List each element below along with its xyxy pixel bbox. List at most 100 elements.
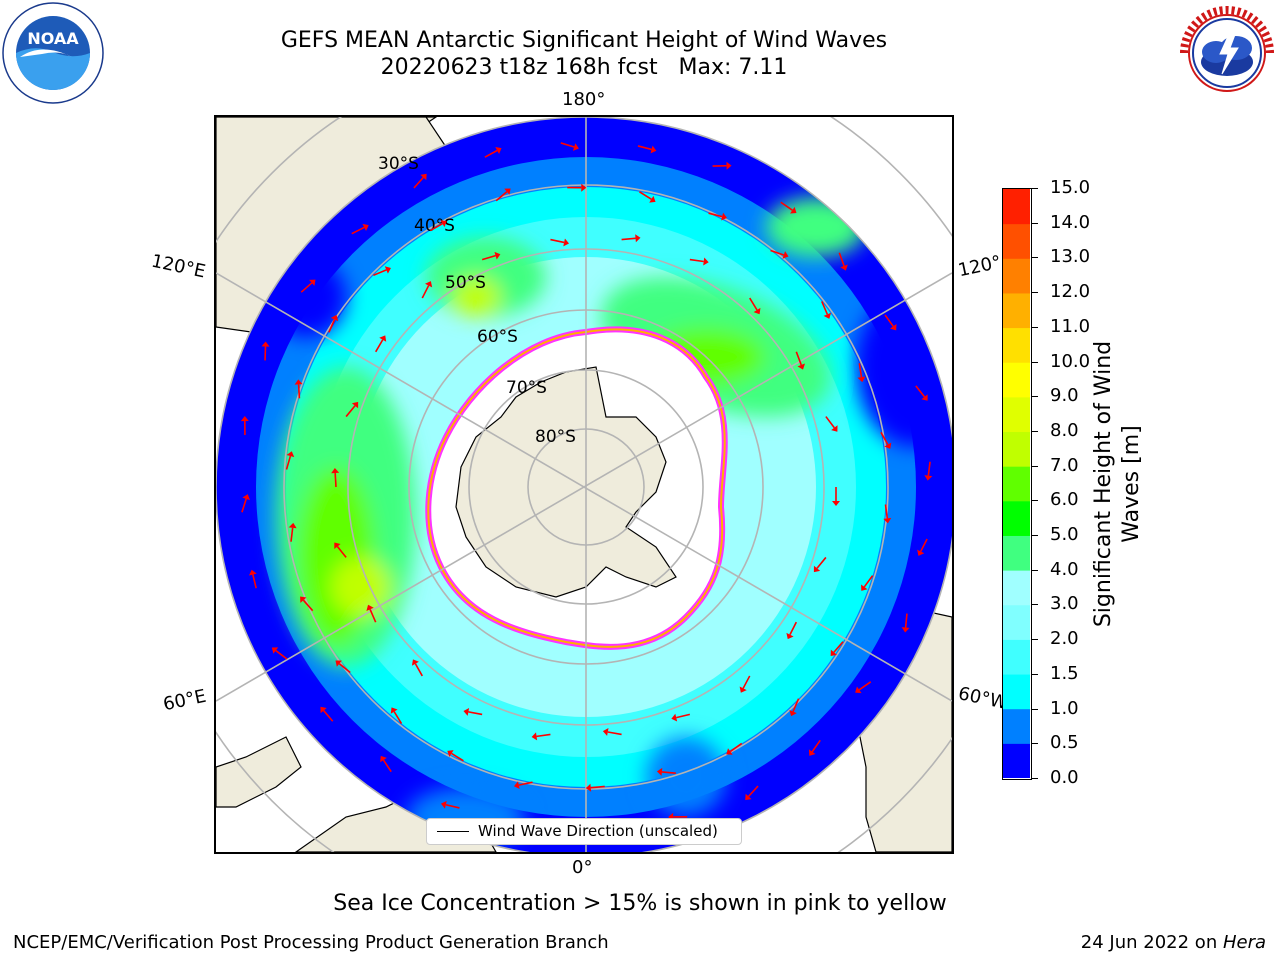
wave-arrow-shaft <box>863 575 874 588</box>
colorbar-tick-label: 9.0 <box>1050 385 1079 407</box>
lon-label-120w: 120° <box>956 251 1004 282</box>
wave-arrow-head <box>240 416 249 422</box>
wave-arrow-shaft <box>550 238 565 244</box>
wave-arrow-head <box>271 647 279 654</box>
wave-arrow-head <box>288 522 297 529</box>
lat-label-80s: 80°S <box>535 427 576 447</box>
wave-arrow-head <box>334 542 341 549</box>
wave-arrow-shaft <box>275 649 288 660</box>
wave-arrow-shaft <box>536 733 551 738</box>
wave-arrow-head <box>380 755 387 763</box>
wave-arrow-shaft <box>468 711 483 716</box>
wave-arrow-head <box>739 686 747 693</box>
legend-label: Wind Wave Direction (unscaled) <box>478 822 718 840</box>
wave-arrow-head <box>463 707 470 716</box>
wave-arrow-head <box>440 220 447 228</box>
wave-arrow-shaft <box>302 599 314 612</box>
wave-arrow-head <box>840 264 848 271</box>
lon-label-60e: 60°E <box>161 685 208 716</box>
wave-arrow-head <box>309 279 316 286</box>
wave-arrow-shaft <box>770 249 785 256</box>
colorbar-segment <box>1003 743 1030 779</box>
wave-arrow-shaft <box>334 472 337 488</box>
colorbar-segment <box>1003 223 1030 259</box>
colorbar-tick-label: 8.0 <box>1050 419 1079 441</box>
wave-arrow-shaft <box>884 504 889 519</box>
wave-arrow-head <box>635 234 641 243</box>
colorbar-segment <box>1003 431 1030 467</box>
wave-arrow-shaft <box>789 621 798 636</box>
wave-arrow-shaft <box>373 269 387 277</box>
chart-subtitle: 20220623 t18z 168h fcst Max: 7.11 <box>380 55 788 80</box>
polar-map: 30°S 40°S 50°S 60°S 70°S 80°S <box>216 117 952 852</box>
wave-arrow-shaft <box>338 663 351 674</box>
lat-label-40s: 40°S <box>414 216 455 236</box>
wave-arrow-shaft <box>374 339 384 353</box>
wave-arrow-head <box>789 710 797 717</box>
colorbar-gradient <box>1003 189 1030 779</box>
wave-arrow-shaft <box>838 252 845 267</box>
wave-arrow-head <box>294 379 303 385</box>
wave-arrow-shaft <box>590 785 605 789</box>
wave-arrow-shaft <box>252 574 257 589</box>
wave-arrow-shaft <box>484 149 498 158</box>
wave-arrow-head <box>786 632 794 640</box>
lat-label-50s: 50°S <box>445 273 486 293</box>
wave-arrow-shaft <box>676 713 691 719</box>
wave-arrow-shaft <box>345 405 356 418</box>
wave-arrow-head <box>726 748 733 755</box>
wave-arrow-shaft <box>833 641 844 653</box>
wave-arrow-head <box>440 800 447 809</box>
wave-arrow-shaft <box>795 351 802 366</box>
colorbar-tick-mark <box>1032 257 1038 259</box>
colorbar-tick-mark <box>1032 639 1038 641</box>
colorbar-segment <box>1003 396 1030 433</box>
colorbar-tick-mark <box>1032 188 1038 189</box>
colorbar-tick-mark <box>1032 222 1038 224</box>
wave-arrow-head <box>425 281 433 288</box>
wave-arrow-head <box>531 732 538 741</box>
wave-arrow-head <box>331 468 340 474</box>
colorbar-tick-label: 1.5 <box>1050 662 1079 684</box>
colorbar-segment <box>1003 189 1030 225</box>
wave-arrow-head <box>808 749 816 756</box>
colorbar-tick-label: 1.0 <box>1050 697 1079 719</box>
wave-arrow-head <box>563 238 570 247</box>
wave-arrow-shaft <box>300 282 313 293</box>
chart-title: GEFS MEAN Antarctic Significant Height o… <box>280 28 888 53</box>
lon-label-120e: 120°E <box>149 250 208 283</box>
wave-arrow-shaft <box>421 285 430 299</box>
wave-arrow-head <box>832 501 840 506</box>
wave-arrow-head <box>703 257 709 266</box>
wave-arrow-head <box>656 767 663 776</box>
colorbar-tick-mark <box>1032 292 1038 294</box>
wave-arrow-head <box>861 584 868 591</box>
wave-arrow-head <box>921 394 928 401</box>
wave-arrow-head <box>585 783 592 792</box>
colorbar-tick-mark <box>1032 535 1038 537</box>
colorbar-tick-label: 12.0 <box>1050 281 1091 303</box>
colorbar-segment <box>1003 258 1030 294</box>
lat-label-60s: 60°S <box>477 327 518 347</box>
wave-arrow-shaft <box>607 731 622 736</box>
wave-arrow-shaft <box>780 201 793 211</box>
wave-arrow-shaft <box>637 145 652 151</box>
wave-arrow-shaft <box>481 254 496 261</box>
wave-arrow-head <box>884 442 892 449</box>
wave-arrow-shaft <box>560 142 575 148</box>
wave-arrow-head <box>581 183 587 192</box>
colorbar <box>1002 188 1032 780</box>
wave-arrow-shaft <box>825 416 835 429</box>
wave-arrow-shaft <box>621 237 636 241</box>
wave-arrow-head <box>924 475 933 481</box>
graticule <box>216 117 952 852</box>
lat-label-70s: 70°S <box>506 378 547 398</box>
colorbar-tick-mark <box>1032 569 1038 571</box>
wave-arrow-shaft <box>297 384 301 399</box>
colorbar-label: Significant Height of Wind Waves [m] <box>1090 334 1146 634</box>
wave-arrow-head <box>721 212 727 221</box>
wave-arrow-head <box>330 314 339 322</box>
wave-arrow-shaft <box>884 314 894 327</box>
wave-arrow-head <box>286 451 295 458</box>
colorbar-segment <box>1003 535 1030 571</box>
